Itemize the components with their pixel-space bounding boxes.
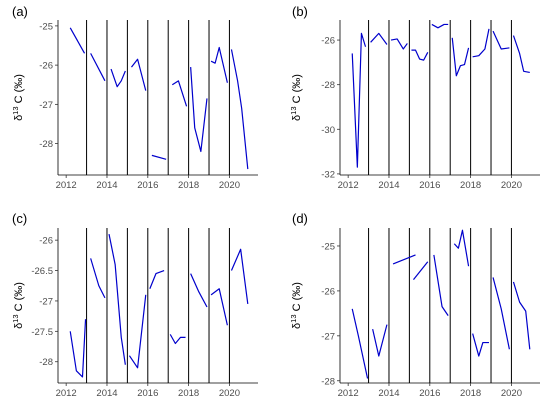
- panel-c: (c) δ13 C (‰) 2012 2014 2016 2018 2020 -26 -26.5…: [11, 211, 258, 399]
- series-line-segment: [472, 28, 490, 58]
- x-tick-label: 2014: [96, 180, 117, 191]
- series-line-segment: [69, 27, 86, 54]
- panel-b: (b) δ13 C (‰) 2012 2014 2016 2018 2020 -26 -28 -3…: [289, 4, 540, 191]
- y-tick-label: -28: [321, 376, 335, 387]
- x-tick-label: 2016: [419, 388, 440, 399]
- series-line-segment: [128, 294, 147, 369]
- panel-a: (a) δ13 C (‰) 2012 2014 2016 2018 2020 -25 -26 -2…: [11, 4, 258, 191]
- y-tick-label: -26: [39, 236, 53, 247]
- x-tick-label: 2014: [378, 180, 399, 191]
- x-tick-label: 2014: [96, 388, 117, 399]
- series-line-segment: [230, 248, 249, 305]
- y-tick-label: -27.5: [31, 327, 53, 338]
- y-tick-label: -28: [39, 357, 53, 368]
- y-tick-label: -26: [321, 286, 335, 297]
- series-line-segment: [190, 273, 208, 308]
- panel-label: (a): [12, 4, 28, 19]
- series-line-segment: [492, 277, 510, 350]
- series-line-segment: [512, 281, 531, 350]
- x-tick-label: 2018: [178, 180, 199, 191]
- y-axis-label: δ13 C (‰): [11, 74, 25, 121]
- series-line-segment: [169, 334, 186, 345]
- series-line-segment: [351, 32, 367, 168]
- x-tick-label: 2018: [178, 388, 199, 399]
- series-line-segment: [130, 58, 147, 91]
- y-tick-label: -26.5: [31, 266, 53, 277]
- y-tick-label: -26: [321, 36, 335, 47]
- series-line-segment: [413, 261, 429, 281]
- series-line-segment: [370, 32, 388, 45]
- y-tick-label: -28: [39, 139, 53, 150]
- x-tick-label: 2012: [338, 388, 359, 399]
- x-tick-label: 2018: [460, 388, 481, 399]
- series-line-segment: [392, 254, 416, 265]
- series-line-segment: [512, 35, 530, 74]
- series-line-segment: [230, 49, 249, 170]
- series-line-segment: [171, 80, 188, 107]
- y-axis-label: δ13 C (‰): [289, 74, 303, 121]
- x-tick-label: 2020: [219, 180, 240, 191]
- y-axis-label: δ13 C (‰): [11, 282, 25, 329]
- y-tick-label: -27: [39, 296, 53, 307]
- y-tick-label: -25: [39, 21, 53, 32]
- series-line-segment: [90, 258, 106, 299]
- series-line-segment: [451, 37, 470, 77]
- y-tick-label: -25: [321, 241, 335, 252]
- panel-d: (d) δ13 C (‰) 2012 2014 2016 2018 2020 -25 -26 -2…: [289, 211, 540, 399]
- y-tick-label: -27: [39, 100, 53, 111]
- x-tick-label: 2020: [501, 388, 522, 399]
- y-tick-label: -30: [321, 125, 335, 136]
- x-tick-label: 2018: [460, 180, 481, 191]
- series-line-segment: [390, 38, 408, 50]
- series-line-segment: [210, 288, 228, 326]
- series-line-segment: [372, 324, 388, 357]
- x-tick-label: 2012: [338, 180, 359, 191]
- panel-label: (b): [292, 4, 308, 19]
- x-tick-label: 2020: [501, 180, 522, 191]
- series-line-segment: [110, 68, 126, 88]
- y-tick-label: -28: [321, 80, 335, 91]
- x-tick-label: 2012: [56, 180, 77, 191]
- x-tick-label: 2016: [419, 180, 440, 191]
- series-line-segment: [210, 46, 228, 83]
- panel-label: (d): [292, 211, 308, 226]
- y-axis-label: δ13 C (‰): [289, 282, 303, 329]
- series-line-segment: [151, 154, 167, 160]
- series-line-segment: [90, 53, 106, 82]
- series-line-segment: [411, 49, 429, 61]
- y-tick-label: -26: [39, 61, 53, 72]
- series-line-segment: [69, 319, 87, 378]
- series-line-segment: [351, 308, 369, 379]
- series-line-segment: [453, 229, 470, 267]
- series-line-segment: [472, 333, 489, 357]
- series-line-segment: [108, 233, 126, 365]
- series-line-segment: [492, 30, 510, 50]
- y-tick-label: -27: [321, 331, 335, 342]
- x-tick-label: 2012: [56, 388, 77, 399]
- series-line-segment: [190, 67, 208, 153]
- x-tick-label: 2016: [137, 180, 158, 191]
- panel-label: (c): [12, 211, 27, 226]
- series-line-segment: [431, 23, 449, 29]
- x-tick-label: 2016: [137, 388, 158, 399]
- series-line-segment: [433, 254, 449, 316]
- x-tick-label: 2020: [219, 388, 240, 399]
- series-line-segment: [149, 269, 165, 290]
- y-tick-label: -32: [321, 169, 335, 180]
- x-tick-label: 2014: [378, 388, 399, 399]
